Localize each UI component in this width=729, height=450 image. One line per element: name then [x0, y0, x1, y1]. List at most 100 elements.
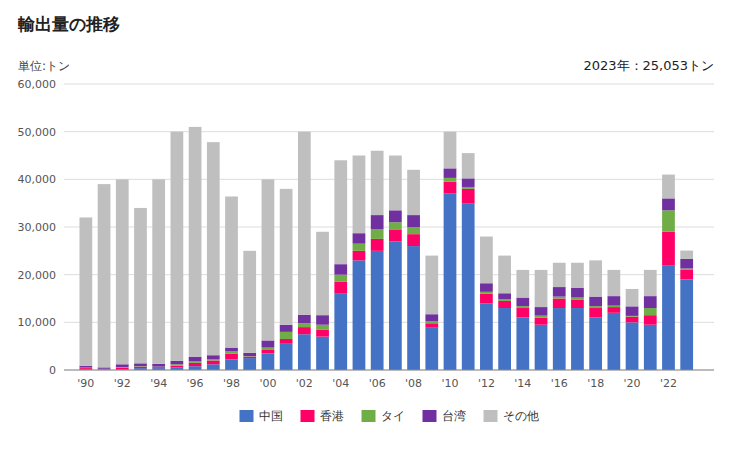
bar: [280, 339, 293, 344]
bar: [371, 229, 384, 239]
bar: [298, 334, 311, 370]
bar: [535, 307, 548, 316]
bar: [407, 170, 420, 215]
x-tick-label: '16: [551, 377, 568, 390]
bar: [444, 168, 457, 178]
bar: [116, 364, 129, 367]
y-tick-label: 20,000: [18, 269, 57, 282]
bar: [280, 344, 293, 370]
bar: [371, 151, 384, 215]
bar: [280, 325, 293, 332]
bar: [134, 208, 147, 363]
bar: [280, 189, 293, 325]
bar: [98, 367, 111, 368]
bar: [498, 256, 511, 294]
bar: [425, 327, 438, 370]
bar: [225, 354, 238, 360]
bar: [516, 298, 529, 307]
bar: [298, 315, 311, 324]
bar: [316, 337, 329, 370]
bar: [644, 325, 657, 370]
bar: [207, 359, 220, 360]
bar: [189, 361, 202, 362]
bar: [353, 260, 366, 370]
grid-line: [64, 131, 714, 132]
bar: [607, 306, 620, 307]
bar: [662, 175, 675, 199]
bar: [225, 360, 238, 370]
bar: [262, 353, 275, 370]
bar: [662, 198, 675, 210]
bar: [225, 348, 238, 352]
y-tick-label: 30,000: [18, 221, 57, 234]
bar: [171, 366, 184, 368]
bar: [607, 270, 620, 296]
bar: [553, 308, 566, 370]
bar: [498, 299, 511, 301]
bar: [535, 325, 548, 370]
bar: [334, 282, 347, 294]
legend: 中国香港タイ台湾その他: [240, 409, 539, 423]
bar: [79, 366, 92, 368]
bar: [553, 287, 566, 297]
x-tick-label: '10: [441, 377, 458, 390]
bar: [644, 315, 657, 325]
bar: [171, 364, 184, 365]
bar: [535, 318, 548, 325]
bar: [225, 196, 238, 347]
bar: [316, 315, 329, 325]
bar: [626, 306, 639, 316]
legend-item: 台湾: [423, 409, 466, 423]
bar: [571, 308, 584, 370]
bar: [207, 355, 220, 359]
bar: [553, 263, 566, 287]
bars: [79, 127, 693, 370]
bar: [371, 239, 384, 251]
bar: [262, 348, 275, 350]
bar: [498, 301, 511, 308]
legend-item: 香港: [301, 409, 344, 423]
x-tick-label: '92: [114, 377, 131, 390]
bar: [371, 251, 384, 370]
bar: [535, 270, 548, 307]
bar: [589, 260, 602, 296]
y-tick-label: 60,000: [18, 78, 57, 91]
bar: [353, 233, 366, 243]
bar: [498, 293, 511, 299]
bar: [480, 237, 493, 284]
y-tick-label: 0: [49, 364, 56, 377]
bar: [662, 265, 675, 370]
bar: [316, 232, 329, 315]
bar: [480, 283, 493, 292]
legend-swatch: [362, 410, 376, 422]
bar: [589, 318, 602, 370]
x-tick-label: '22: [660, 377, 677, 390]
bar: [589, 308, 602, 318]
x-tick-label: '98: [223, 377, 240, 390]
x-tick-label: '04: [332, 377, 349, 390]
bar: [243, 353, 256, 356]
bar: [98, 184, 111, 367]
bar: [425, 321, 438, 323]
bar: [243, 358, 256, 370]
bar: [316, 325, 329, 330]
bar: [444, 182, 457, 194]
bar: [171, 361, 184, 364]
bar: [298, 323, 311, 327]
bar: [225, 351, 238, 353]
x-tick-label: '14: [514, 377, 531, 390]
bar: [262, 350, 275, 353]
bar: [189, 127, 202, 357]
bar: [389, 229, 402, 241]
bar: [189, 357, 202, 362]
bar: [571, 298, 584, 300]
bar: [407, 246, 420, 370]
bar: [498, 308, 511, 370]
bar: [407, 215, 420, 227]
bar: [298, 132, 311, 315]
x-tick-label: '20: [624, 377, 641, 390]
bar: [553, 297, 566, 299]
bar: [444, 194, 457, 370]
bar: [571, 288, 584, 298]
bar: [334, 264, 347, 274]
